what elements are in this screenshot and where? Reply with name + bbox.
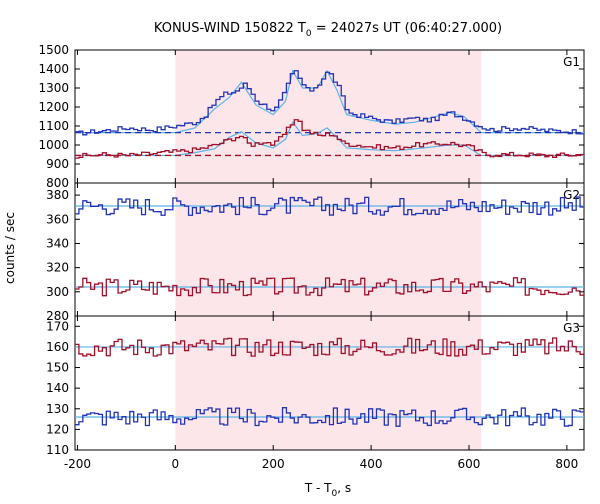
panel-g2: 280 300 320 340 360 380 G2: [46, 182, 585, 323]
panel-label: G1: [563, 55, 580, 69]
y-tick-label: 130: [46, 402, 69, 416]
y-tick-label: 110: [46, 443, 69, 457]
x-axis-label: T - T0, s: [304, 481, 351, 499]
y-tick-label: 1200: [38, 100, 69, 114]
panel-label: G2: [563, 188, 580, 202]
plot-area: 800900100011001200130014001500G128030032…: [38, 43, 585, 471]
y-tick-label: 120: [46, 422, 69, 436]
y-tick-label: 140: [46, 381, 69, 395]
y-tick-label: 300: [46, 285, 69, 299]
chart-title: KONUS-WIND 150822 T0 = 24027s UT (06:40:…: [154, 21, 502, 39]
panel-g1: 800 900 1000 1100 1200 1300 1400 1500 G1: [38, 43, 585, 190]
y-tick-label: 360: [46, 212, 69, 226]
shaded-interval: [175, 50, 482, 450]
y-tick-label: 900: [46, 157, 69, 171]
y-tick-label: 150: [46, 361, 69, 375]
x-tick-label: 600: [458, 457, 481, 471]
y-axis-label: counts / sec: [3, 212, 17, 284]
y-tick-label: 1400: [38, 62, 69, 76]
y-tick-label: 1000: [38, 138, 69, 152]
y-tick-label: 160: [46, 340, 69, 354]
y-tick-label: 280: [46, 309, 69, 323]
x-tick-label: 200: [262, 457, 285, 471]
light-curve-blue: [75, 70, 584, 136]
y-tick-label: 1100: [38, 119, 69, 133]
y-tick-label: 380: [46, 188, 69, 202]
light-curve-blue: [75, 196, 584, 216]
x-tick-label: 400: [360, 457, 383, 471]
y-tick-label: 1500: [38, 43, 69, 57]
y-tick-label: 1300: [38, 81, 69, 95]
light-curve-red: [75, 277, 584, 297]
light-curve-blue: [75, 407, 584, 427]
x-tick-label: 800: [555, 457, 578, 471]
panel-frame: [74, 315, 585, 451]
y-tick-label: 170: [46, 319, 69, 333]
panel-g3: 110 120 130 140 150 160 170 -200 0 200 400 600 800 G3: [46, 315, 585, 471]
y-tick-label: 800: [46, 176, 69, 190]
x-tick-label: -200: [64, 457, 91, 471]
light-curve-red: [75, 119, 584, 159]
y-tick-label: 320: [46, 261, 69, 275]
panel-label: G3: [563, 321, 580, 335]
light-curve-red: [75, 337, 584, 357]
x-tick-label: 0: [172, 457, 180, 471]
y-tick-label: 340: [46, 236, 69, 250]
